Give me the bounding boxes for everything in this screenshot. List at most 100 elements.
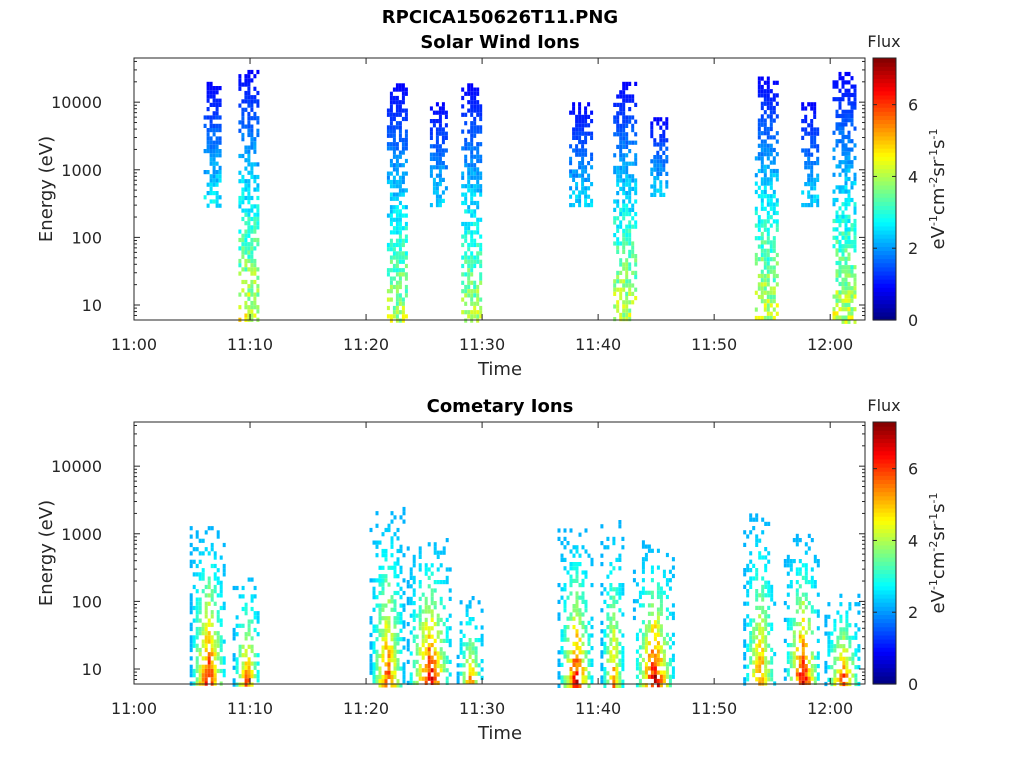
heatmap-cell	[433, 605, 437, 610]
heatmap-cell	[835, 269, 839, 274]
heatmap-cell	[198, 551, 202, 556]
heatmap-cell	[810, 123, 814, 128]
heatmap-cell	[467, 167, 471, 172]
heatmap-cell	[841, 319, 845, 324]
heatmap-cell	[851, 635, 855, 640]
heatmap-cell	[835, 260, 839, 266]
heatmap-cell	[253, 137, 257, 142]
heatmap-cell	[584, 135, 588, 140]
heatmap-cell	[769, 105, 773, 111]
heatmap-cell	[465, 612, 469, 617]
heatmap-cell	[369, 645, 373, 650]
heatmap-cell	[671, 657, 675, 663]
heatmap-cell	[847, 189, 851, 194]
heatmap-cell	[216, 618, 220, 623]
heatmap-cell	[250, 170, 254, 175]
heatmap-cell	[584, 629, 588, 634]
heatmap-cell	[575, 545, 579, 550]
heatmap-cell	[628, 140, 632, 145]
heatmap-cell	[438, 173, 442, 178]
heatmap-cell	[557, 658, 561, 663]
heatmap-cell	[406, 647, 410, 652]
heatmap-cell	[647, 624, 651, 629]
heatmap-cell	[844, 244, 848, 249]
heatmap-cell	[467, 242, 471, 248]
heatmap-cell	[795, 538, 799, 543]
heatmap-cell	[392, 137, 396, 143]
heatmap-cell	[656, 150, 660, 155]
heatmap-cell	[479, 184, 483, 189]
heatmap-cell	[462, 650, 466, 655]
heatmap-cell	[835, 113, 839, 119]
heatmap-cell	[766, 164, 770, 169]
heatmap-cell	[575, 570, 579, 575]
heatmap-cell	[387, 616, 391, 621]
heatmap-cell	[250, 263, 254, 268]
heatmap-cell	[758, 656, 762, 661]
heatmap-cell	[832, 227, 836, 232]
heatmap-cell	[244, 665, 248, 670]
heatmap-cell	[772, 244, 776, 249]
heatmap-cell	[244, 258, 248, 264]
heatmap-cell	[754, 261, 758, 266]
colorbar-segment	[873, 225, 896, 231]
heatmap-cell	[775, 177, 779, 182]
heatmap-cell	[631, 123, 635, 128]
heatmap-cell	[401, 305, 405, 311]
heatmap-cell	[584, 650, 588, 655]
heatmap-cell	[616, 287, 620, 292]
heatmap-cell	[786, 563, 790, 568]
heatmap-cell	[622, 207, 626, 212]
heatmap-cell	[372, 670, 376, 675]
heatmap-cell	[401, 213, 405, 218]
heatmap-cell	[212, 98, 216, 103]
heatmap-cell	[212, 153, 216, 158]
heatmap-cell	[760, 181, 764, 186]
heatmap-cell	[625, 94, 629, 99]
heatmap-cell	[432, 182, 436, 187]
heatmap-cell	[584, 608, 588, 613]
heatmap-cell	[650, 653, 654, 658]
heatmap-cell	[461, 289, 465, 294]
heatmap-cell	[461, 310, 465, 315]
heatmap-cell	[473, 104, 477, 109]
heatmap-cell	[845, 631, 849, 636]
heatmap-cell	[761, 618, 765, 623]
heatmap-cell	[631, 291, 635, 296]
heatmap-cell	[448, 567, 452, 572]
heatmap-cell	[810, 106, 814, 111]
heatmap-cell	[625, 170, 629, 175]
heatmap-cell	[830, 648, 834, 653]
heatmap-cell	[650, 578, 654, 583]
heatmap-cell	[476, 142, 480, 147]
heatmap-cell	[241, 254, 245, 259]
heatmap-cell	[427, 664, 431, 669]
heatmap-cell	[839, 593, 843, 598]
heatmap-cell	[772, 299, 776, 304]
heatmap-cell	[381, 548, 385, 554]
heatmap-cell	[615, 675, 619, 680]
heatmap-cell	[575, 658, 579, 663]
heatmap-cell	[470, 297, 474, 302]
heatmap-cell	[253, 204, 257, 209]
heatmap-cell	[772, 80, 776, 85]
heatmap-cell	[256, 669, 260, 675]
heatmap-cell	[647, 641, 651, 646]
heatmap-cell	[216, 593, 220, 598]
heatmap-cell	[752, 635, 756, 640]
colorbar-segment	[873, 307, 896, 313]
heatmap-cell	[395, 108, 399, 113]
heatmap-cell	[659, 611, 663, 616]
heatmap-cell	[409, 651, 413, 656]
heatmap-cell	[572, 578, 576, 583]
heatmap-cell	[612, 604, 616, 609]
heatmap-cell	[256, 275, 260, 280]
heatmap-cell	[634, 270, 638, 275]
heatmap-cell	[656, 117, 660, 122]
heatmap-cell	[653, 624, 657, 629]
heatmap-cell	[590, 198, 594, 203]
heatmap-cell	[369, 578, 373, 583]
heatmap-cell	[557, 650, 561, 655]
heatmap-cell	[436, 550, 440, 555]
heatmap-cell	[206, 81, 210, 86]
